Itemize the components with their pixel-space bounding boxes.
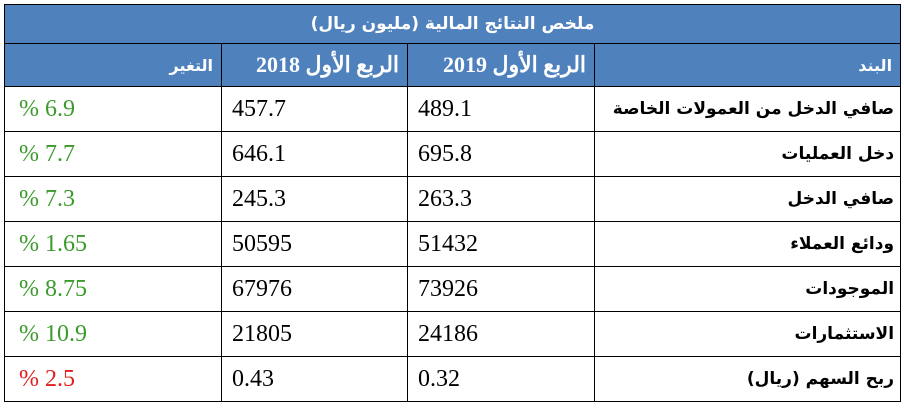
item-cell: صافي الدخل	[594, 176, 902, 222]
item-cell: ودائع العملاء	[594, 221, 902, 267]
table-row: الموجودات 73926 67976% 8.75	[3, 266, 902, 312]
table-title: ملخص النتائج المالية (مليون ريال)	[3, 4, 902, 44]
table-body: صافي الدخل من العمولات الخاصة 489.1 457.7%…	[3, 86, 902, 402]
change-cell: % 1.65	[3, 221, 223, 267]
value-cell: 245.3	[221, 176, 409, 222]
title-row: ملخص النتائج المالية (مليون ريال)	[3, 4, 902, 44]
table-row: دخل العمليات 695.8 646.1% 7.7	[3, 131, 902, 177]
table-row: ربح السهم (ريال) 0.32 0.43% 2.5	[3, 356, 902, 402]
item-cell: صافي الدخل من العمولات الخاصة	[594, 86, 902, 132]
value-cell: 21805	[221, 311, 409, 357]
change-cell: % 6.9	[3, 86, 223, 132]
value-cell: 24186	[407, 311, 596, 357]
value-cell: 489.1	[407, 86, 596, 132]
value-cell: 457.7	[221, 86, 409, 132]
item-cell: الاستثمارات	[594, 311, 902, 357]
value-cell: 73926	[407, 266, 596, 312]
column-header: الربع الأول 2019	[407, 43, 596, 87]
value-cell: 646.1	[221, 131, 409, 177]
change-cell: % 8.75	[3, 266, 223, 312]
item-cell: دخل العمليات	[594, 131, 902, 177]
table-row: الاستثمارات 24186 21805% 10.9	[3, 311, 902, 357]
column-header: الربع الأول 2018	[221, 43, 409, 87]
table-row: ودائع العملاء 51432 50595% 1.65	[3, 221, 902, 267]
column-header: التغير	[3, 43, 223, 87]
header-row: البند الربع الأول 2019 الربع الأول 2018 الت…	[3, 43, 902, 87]
change-cell: % 2.5	[3, 356, 223, 402]
value-cell: 695.8	[407, 131, 596, 177]
value-cell: 263.3	[407, 176, 596, 222]
value-cell: 51432	[407, 221, 596, 267]
item-cell: الموجودات	[594, 266, 902, 312]
item-cell: ربح السهم (ريال)	[594, 356, 902, 402]
column-header: البند	[594, 43, 902, 87]
results-table: ملخص النتائج المالية (مليون ريال) البند ا…	[3, 4, 902, 402]
change-cell: % 10.9	[3, 311, 223, 357]
table-row: صافي الدخل من العمولات الخاصة 489.1 457.7%…	[3, 86, 902, 132]
table-row: صافي الدخل 263.3 245.3% 7.3	[3, 176, 902, 222]
value-cell: 0.43	[221, 356, 409, 402]
value-cell: 0.32	[407, 356, 596, 402]
change-cell: % 7.3	[3, 176, 223, 222]
change-cell: % 7.7	[3, 131, 223, 177]
value-cell: 50595	[221, 221, 409, 267]
value-cell: 67976	[221, 266, 409, 312]
